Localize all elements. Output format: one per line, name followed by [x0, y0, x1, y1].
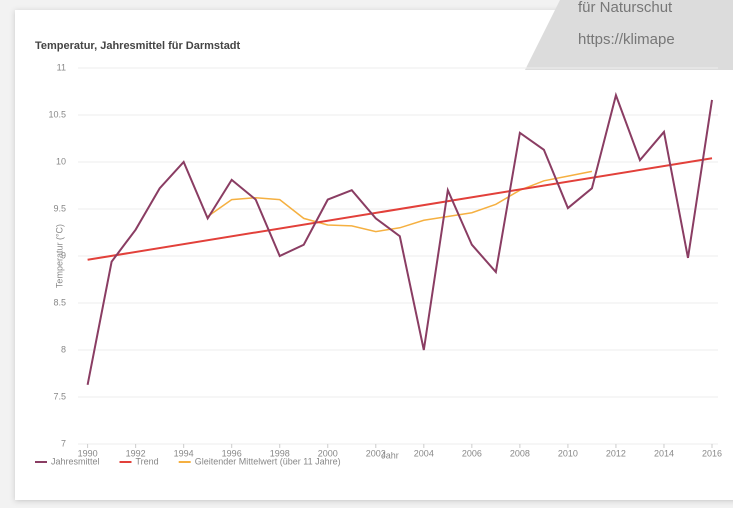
series-line — [87, 157, 713, 261]
x-tick-label: 2004 — [414, 448, 434, 458]
series-line — [86, 91, 713, 385]
x-tick-label: 2006 — [462, 448, 482, 458]
x-tick-label: 2012 — [606, 448, 626, 458]
x-tick-label: 1994 — [174, 448, 194, 458]
y-tick-label: 8.5 — [53, 297, 66, 307]
x-tick-label: 1996 — [222, 448, 242, 458]
overlay-panel — [525, 0, 733, 70]
x-tick-label: 1998 — [270, 448, 290, 458]
y-tick-label: 7 — [61, 438, 66, 448]
y-tick-label: 10.5 — [48, 109, 66, 119]
x-tick-label: 1990 — [78, 448, 98, 458]
x-tick-label: 2016 — [702, 448, 722, 458]
y-tick-label: 9 — [61, 250, 66, 260]
card — [15, 10, 733, 500]
x-tick-label: 2014 — [654, 448, 674, 458]
y-axis-title: Temperatur (°C) — [54, 224, 64, 288]
x-tick-label: 2002 — [366, 448, 386, 458]
overlay-text: für Naturschut — [578, 0, 673, 16]
x-tick-label: 2010 — [558, 448, 578, 458]
y-tick-label: 7.5 — [53, 391, 66, 401]
chart-title: Temperatur, Jahresmittel für Darmstadt — [35, 40, 241, 52]
legend-label: Trend — [136, 456, 159, 466]
x-tick-label: 1992 — [126, 448, 146, 458]
y-tick-label: 10 — [56, 156, 66, 166]
x-tick-label: 2008 — [510, 448, 530, 458]
y-tick-label: 11 — [57, 62, 66, 72]
x-axis-title: Jahr — [381, 450, 399, 460]
overlay-text: https://klimape — [578, 31, 675, 48]
y-tick-label: 8 — [61, 344, 66, 354]
legend-label: Gleitender Mittelwert (über 11 Jahre) — [195, 456, 341, 466]
y-tick-label: 9.5 — [53, 203, 66, 213]
series-line — [207, 170, 593, 233]
x-tick-label: 2000 — [318, 448, 338, 458]
legend-label: Jahresmittel — [51, 456, 100, 466]
